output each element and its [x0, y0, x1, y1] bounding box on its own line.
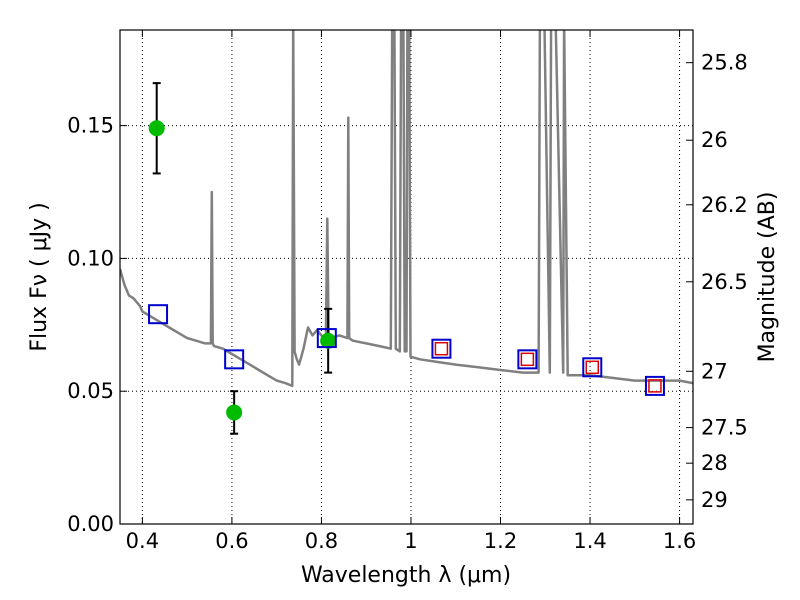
y2-tick-label: 27.5 [701, 416, 748, 440]
model-inner-square [585, 360, 600, 375]
x-tick-label: 1.2 [484, 529, 517, 553]
observed-points [148, 120, 337, 421]
y2-tick-label: 26.2 [701, 193, 748, 217]
plot-area [120, 30, 693, 435]
y-tick-label: 0.15 [67, 114, 114, 138]
y-tick-label: 0.05 [67, 379, 114, 403]
x-tick-label: 0.8 [305, 529, 338, 553]
y-axis-right: 25.8 26 26.2 26.5 27 27.5 28 29 [686, 51, 748, 512]
model-square [644, 375, 665, 396]
y2-tick-label: 26 [701, 128, 728, 152]
x-tick-label: 1 [404, 529, 417, 553]
y2-tick-label: 25.8 [701, 51, 748, 75]
observed-point [148, 120, 165, 137]
x-axis: 0.4 0.6 0.8 1 1.2 1.4 1.6 [126, 30, 696, 553]
x-tick-label: 1.4 [573, 529, 606, 553]
y2-tick-label: 29 [701, 488, 728, 512]
x-tick-label: 0.6 [215, 529, 248, 553]
model-inner-square [648, 379, 662, 393]
y2-tick-label: 26.5 [701, 270, 748, 294]
plot-frame [119, 29, 694, 525]
model-squares [148, 304, 665, 396]
model-inner-square [520, 352, 535, 367]
model-square [224, 349, 245, 370]
y-axis-left: 0.00 0.05 0.10 0.15 [67, 114, 127, 536]
y2-tick-label: 27 [701, 359, 728, 383]
model-square [431, 338, 452, 359]
y2-axis-title: Magnitude (AB) [755, 192, 780, 363]
observed-point [320, 332, 337, 349]
model-square [148, 304, 169, 325]
model-square [582, 357, 603, 378]
y-tick-label: 0.10 [67, 246, 114, 270]
y-axis-title: Flux Fν ( μJy ) [27, 202, 52, 351]
model-square [316, 328, 337, 349]
x-tick-label: 0.4 [126, 529, 159, 553]
model-square [517, 349, 538, 370]
observed-point [226, 404, 243, 421]
x-axis-title: Wavelength λ (μm) [301, 563, 511, 588]
y2-tick-label: 28 [701, 451, 728, 475]
model-inner-square [434, 341, 449, 356]
y-tick-label: 0.00 [67, 512, 114, 536]
x-tick-label: 1.6 [663, 529, 696, 553]
